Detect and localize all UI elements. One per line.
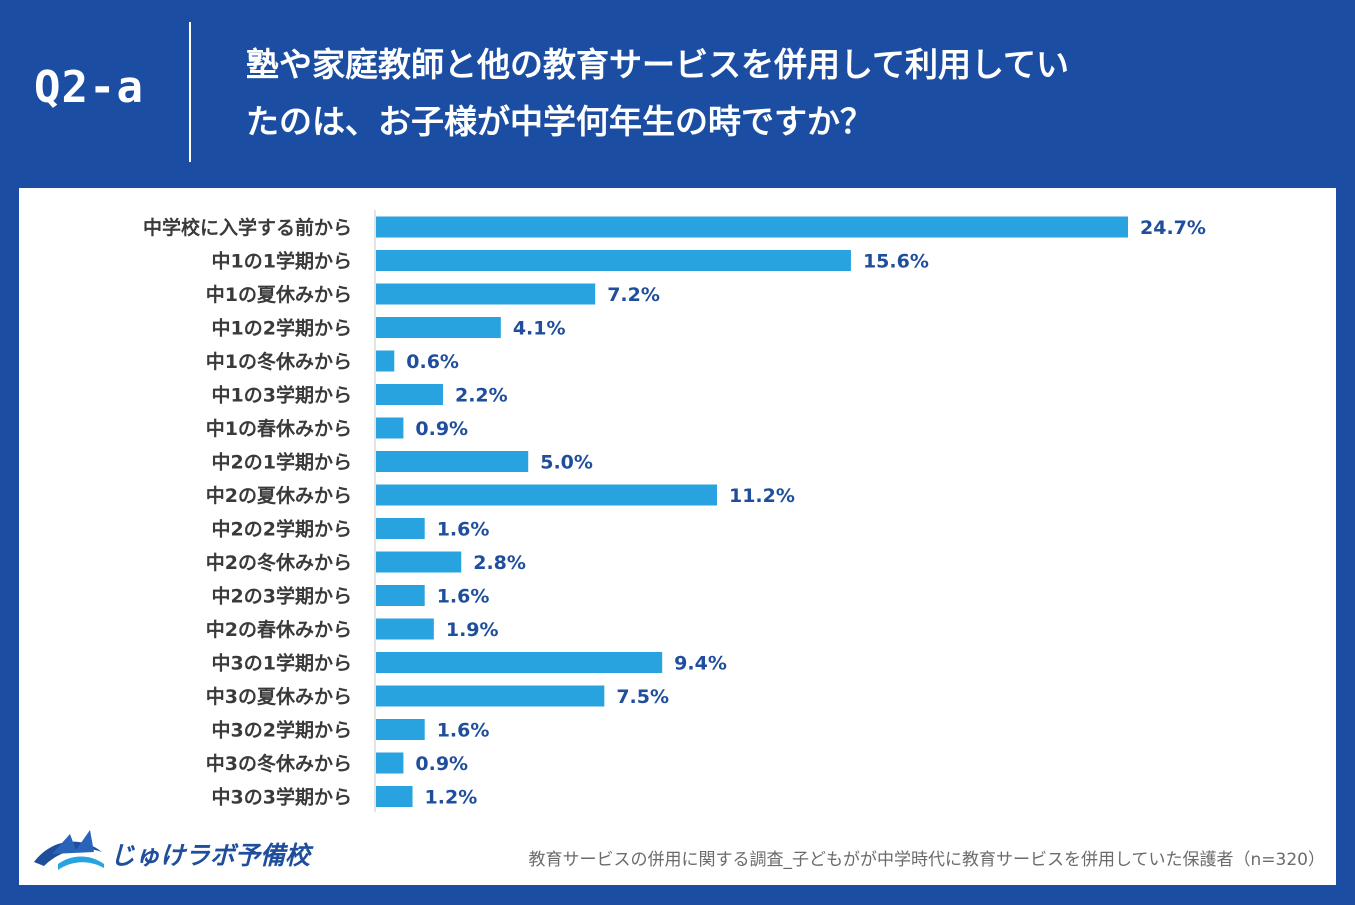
value-label: 11.2%: [729, 485, 795, 507]
category-label: 中2の1学期から: [212, 451, 352, 474]
question-id: Q2-a: [34, 62, 144, 113]
bar: [376, 551, 462, 573]
bar: [376, 618, 434, 640]
category-label: 中2の2学期から: [212, 518, 352, 541]
bar: [376, 685, 605, 707]
bar: [376, 652, 663, 673]
question-title: 塾や家庭教師と他の教育サービスを併用して利用してい たのは、お子様が中学何年生の…: [246, 36, 1326, 150]
value-label: 1.6%: [437, 586, 490, 608]
category-label: 中3の1学期から: [212, 652, 352, 675]
question-title-line1: 塾や家庭教師と他の教育サービスを併用して利用してい: [246, 45, 1070, 84]
bar: [376, 719, 425, 740]
bar: [376, 585, 425, 606]
value-label: 7.5%: [616, 686, 669, 708]
bars-group: 中学校に入学する前から 24.7% 中1の1学期から 15.6% 中1の夏休みから 7.2…: [143, 216, 1206, 809]
header: Q2-a 塾や家庭教師と他の教育サービスを併用して利用してい たのは、お子様が中…: [0, 0, 1355, 185]
value-label: 0.6%: [406, 351, 459, 373]
category-label: 中1の1学期から: [212, 250, 352, 273]
logo-text: じゅけラボ予備校: [110, 841, 311, 870]
bar: [376, 317, 501, 338]
value-label: 0.9%: [415, 418, 468, 440]
category-label: 中1の冬休みから: [206, 350, 352, 373]
value-label: 7.2%: [607, 284, 660, 306]
value-label: 5.0%: [540, 452, 593, 474]
category-label: 中3の2学期から: [212, 719, 352, 742]
value-label: 2.2%: [455, 385, 508, 407]
category-label: 中3の冬休みから: [206, 752, 352, 775]
bar: [376, 216, 1128, 238]
value-label: 4.1%: [513, 318, 566, 340]
bar: [376, 451, 529, 472]
bar: [376, 250, 851, 271]
category-label: 中1の夏休みから: [206, 283, 352, 306]
value-label: 24.7%: [1140, 217, 1206, 239]
value-label: 15.6%: [863, 251, 929, 273]
value-label: 2.8%: [473, 552, 526, 574]
bar: [376, 518, 425, 539]
bar: [376, 484, 717, 506]
category-label: 中2の春休みから: [206, 618, 352, 641]
value-label: 1.6%: [437, 720, 490, 742]
footnote: 教育サービスの併用に関する調査_子どもがが中学時代に教育サービスを併用していた保…: [528, 850, 1325, 870]
chart-panel: [19, 188, 1336, 885]
category-label: 中2の冬休みから: [206, 551, 352, 574]
value-label: 9.4%: [674, 653, 727, 675]
category-label: 中3の夏休みから: [206, 685, 352, 708]
bar: [376, 752, 404, 774]
category-label: 中学校に入学する前から: [143, 216, 352, 239]
category-label: 中2の3学期から: [212, 585, 352, 608]
category-label: 中3の3学期から: [212, 786, 352, 809]
question-title-line2: たのは、お子様が中学何年生の時ですか？: [246, 102, 873, 141]
value-label: 1.2%: [425, 787, 478, 809]
category-label: 中1の春休みから: [206, 417, 352, 440]
bar: [376, 350, 395, 372]
bar: [376, 283, 596, 305]
logo-icon: [34, 830, 104, 870]
category-label: 中1の2学期から: [212, 317, 352, 340]
bar: [376, 786, 413, 807]
header-divider: [189, 22, 191, 162]
category-label: 中2の夏休みから: [206, 484, 352, 507]
value-label: 0.9%: [415, 753, 468, 775]
category-label: 中1の3学期から: [212, 384, 352, 407]
bar: [376, 417, 404, 439]
value-label: 1.9%: [446, 619, 499, 641]
value-label: 1.6%: [437, 519, 490, 541]
bar: [376, 384, 443, 405]
